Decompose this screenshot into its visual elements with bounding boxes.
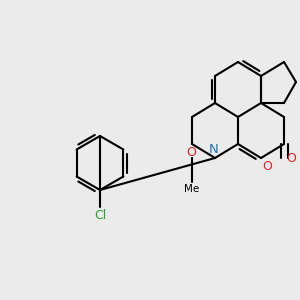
Text: O: O: [186, 146, 196, 159]
Text: Me: Me: [184, 184, 200, 194]
Text: Cl: Cl: [94, 209, 106, 222]
Text: N: N: [209, 143, 219, 156]
Text: O: O: [286, 152, 296, 166]
Text: O: O: [262, 160, 272, 173]
